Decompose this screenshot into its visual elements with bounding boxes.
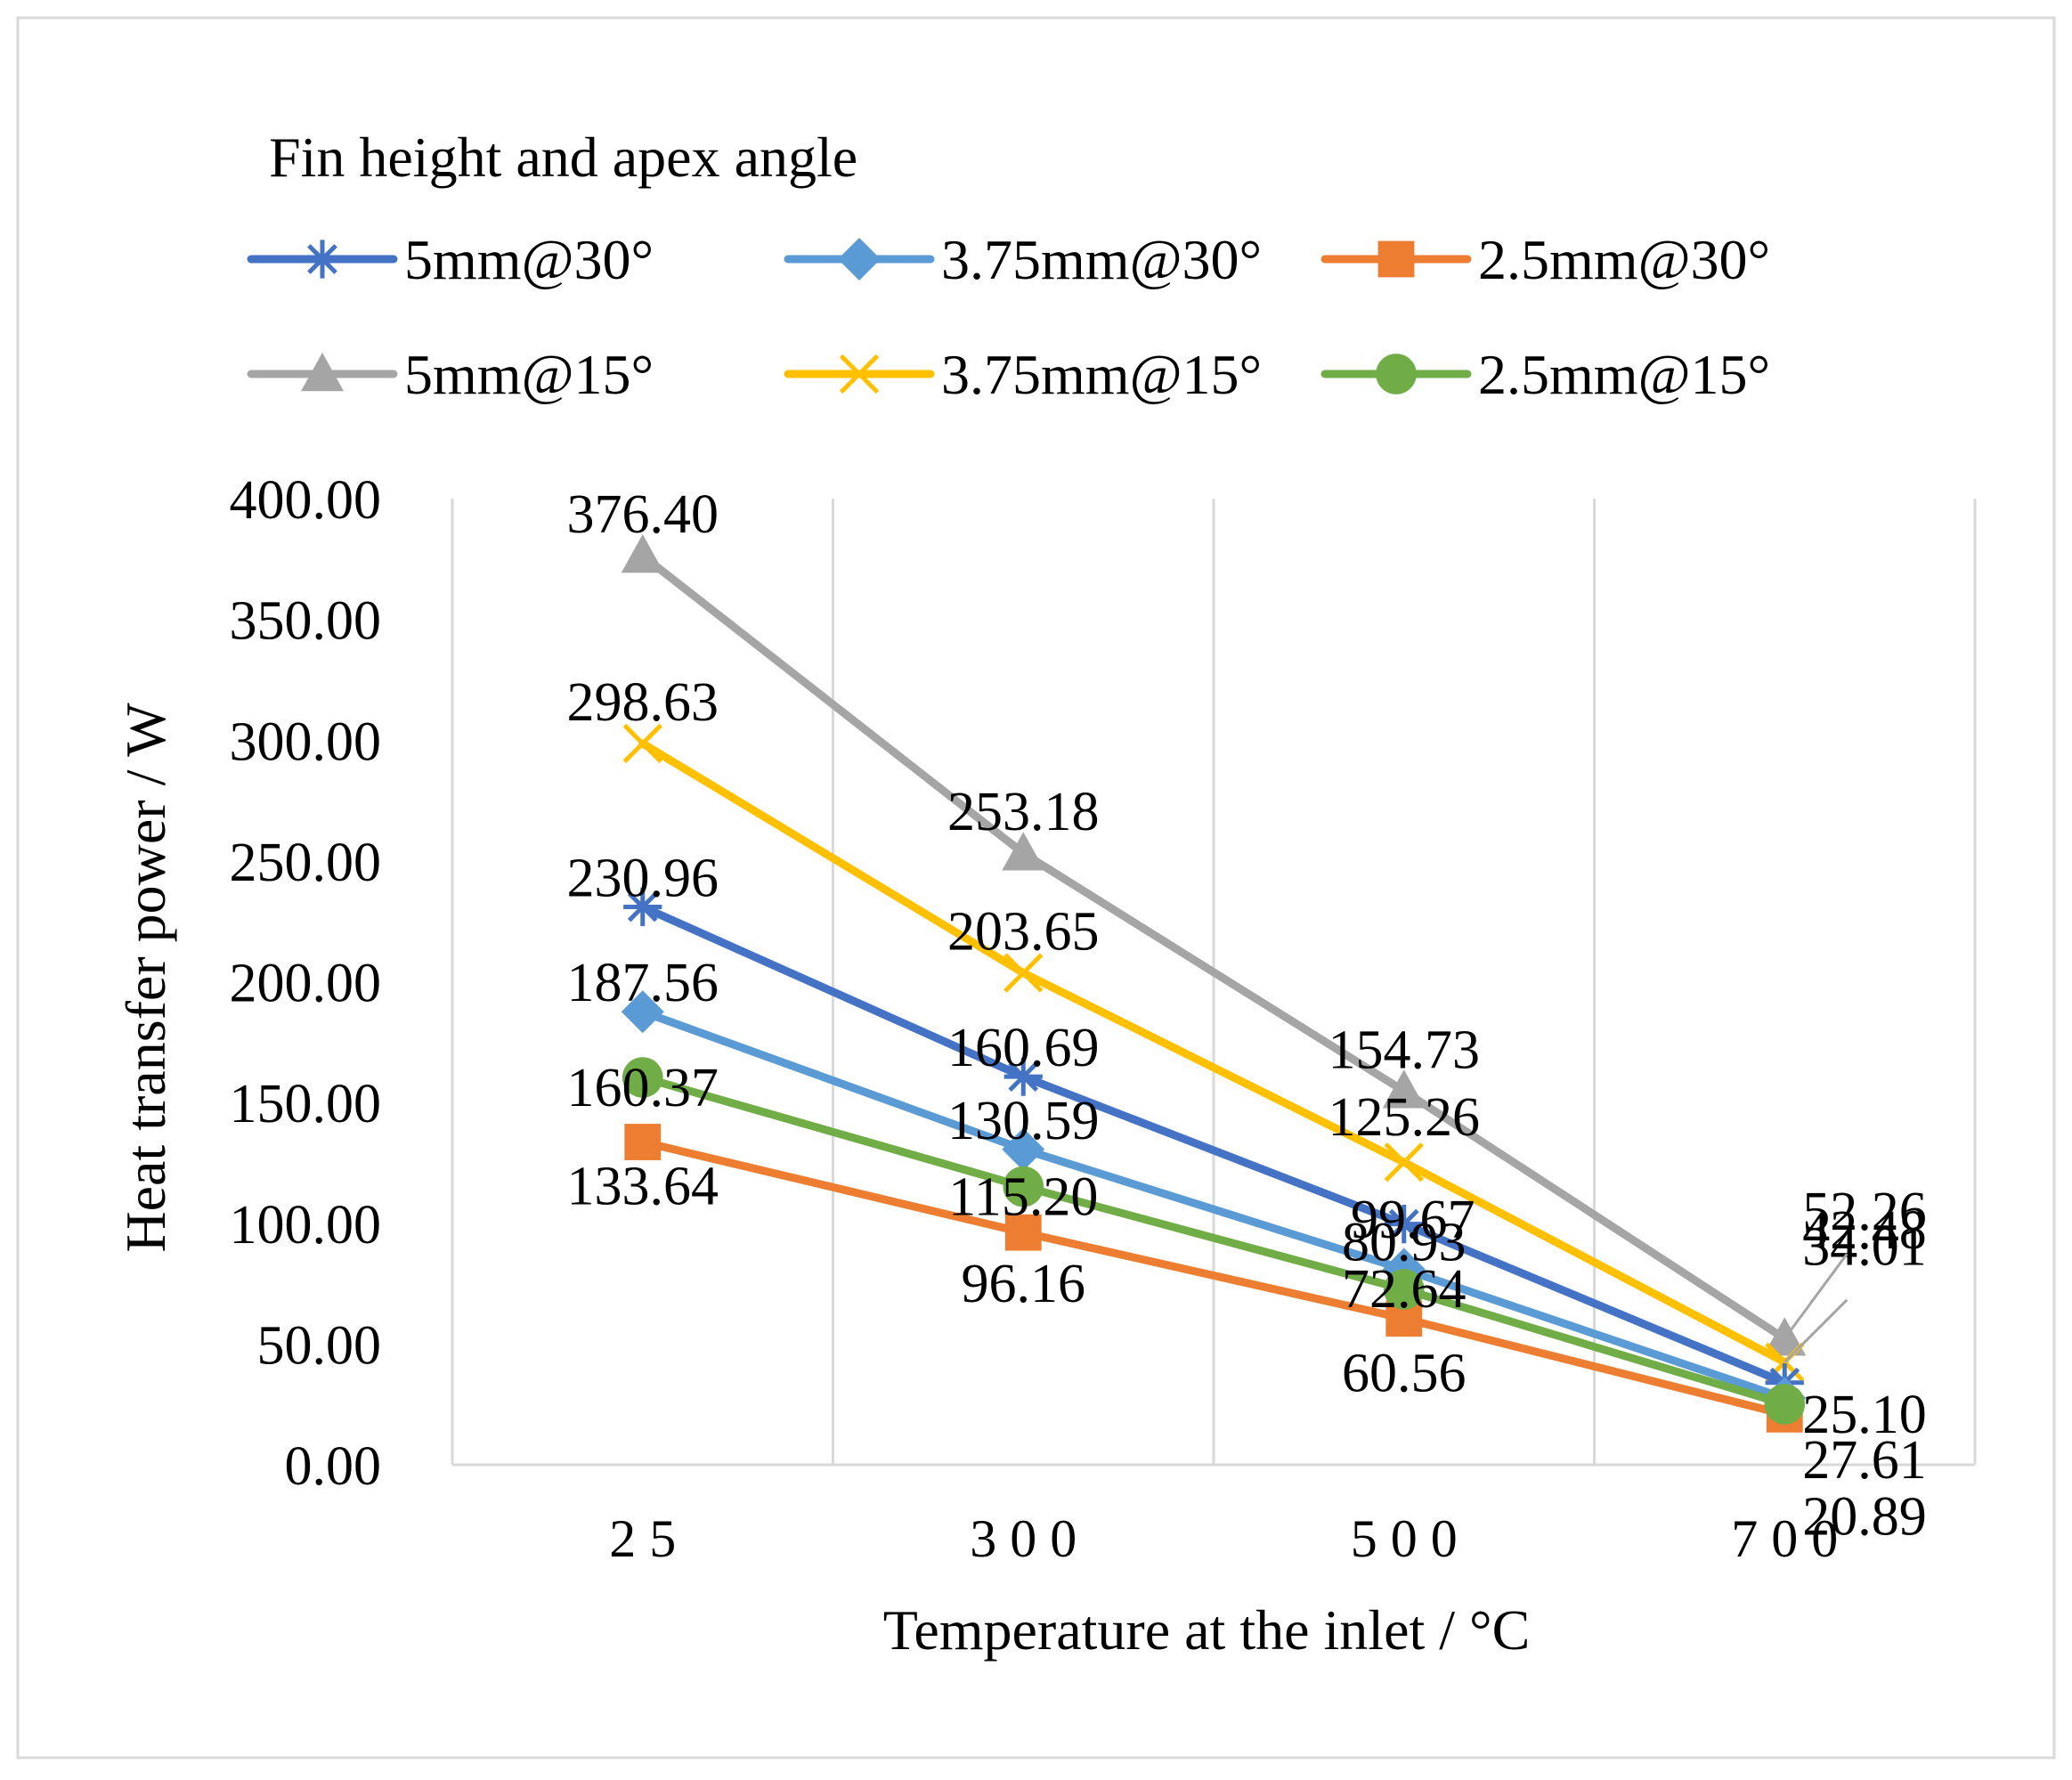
marker-x [1003,953,1044,993]
data-label: 99.67 [1351,1190,1475,1250]
y-tick-label: 350.00 [230,591,382,652]
marker-square [1377,240,1415,278]
marker-diamond [1002,1127,1045,1171]
y-tick-label: 400.00 [230,470,382,531]
series-line [638,739,1789,1367]
data-label: 160.37 [567,1058,719,1118]
data-label: 115.20 [948,1167,1098,1228]
marker-circle [1764,1384,1806,1425]
x-tick-label: 5 0 0 [1351,1509,1458,1568]
marker-square [624,1124,662,1160]
marker-asterisk [303,240,342,279]
x-axis-title: Temperature at the inlet / °C [883,1598,1531,1662]
y-tick-label: 250.00 [230,833,382,893]
marker-circle [1376,354,1417,394]
legend-item: 3.75mm@15° [784,343,1262,406]
data-label: 154.73 [1329,1020,1481,1080]
legend-label: 5mm@15° [404,343,654,406]
data-label: 203.65 [947,902,1100,963]
series-line [638,903,1789,1387]
series-line [638,1007,1789,1402]
y-tick-label: 50.00 [257,1315,382,1376]
x-tick-label: 2 5 [609,1509,676,1568]
legend-item: 5mm@15° [247,343,654,406]
marker-triangle [1382,1069,1426,1109]
data-label: 34.01 [1802,1217,1927,1278]
legend-item: 5mm@30° [247,228,654,291]
y-axis-title: Heat transfer power / W [114,703,177,1253]
legend-label: 5mm@30° [404,228,654,291]
series-line [638,1138,1789,1418]
data-label: 133.64 [567,1157,719,1217]
axes: 0.00 50.00 100.00 150.00 200.00 250.00 300.00 3… [230,470,1975,1568]
x-tick-label: 3 0 0 [970,1509,1077,1568]
data-label: 72.64 [1342,1259,1467,1320]
marker-asterisk [1385,1205,1424,1244]
marker-triangle [1002,832,1045,871]
series-line [638,1073,1789,1409]
data-label: 20.89 [1802,1486,1927,1547]
series-lines [621,534,1807,1433]
leader-line [1784,1253,1849,1340]
marker-triangle [301,353,344,392]
y-tick-label: 100.00 [230,1195,382,1256]
data-label: 298.63 [567,672,719,733]
data-label: 253.18 [947,782,1100,842]
marker-diamond [621,990,664,1034]
legend-label: 3.75mm@30° [941,228,1262,291]
x-tick-label: 7 0 0 [1731,1509,1838,1568]
data-label: 25.10 [1802,1385,1927,1445]
data-label: 27.61 [1802,1430,1927,1491]
data-label: 96.16 [962,1254,1086,1314]
data-label: 80.93 [1342,1212,1467,1272]
y-tick-label: 200.00 [230,954,382,1014]
marker-asterisk [623,887,662,927]
data-label: 376.40 [567,484,719,545]
legend-title: Fin height and apex angle [269,126,857,189]
marker-circle [1383,1269,1425,1310]
y-tick-label: 150.00 [230,1074,382,1134]
data-label: 42.48 [1802,1200,1927,1261]
data-label: 187.56 [567,953,719,1013]
legend-item: 2.5mm@30° [1320,228,1770,291]
legend-label: 2.5mm@30° [1478,228,1770,291]
data-label: 60.56 [1342,1344,1467,1404]
marker-x [1384,1142,1424,1183]
marker-x [622,723,662,764]
data-label: 125.26 [1329,1087,1481,1148]
leader-line [1784,1298,1849,1363]
y-tick-label: 300.00 [230,711,382,772]
marker-x [839,354,880,394]
marker-asterisk [1003,1057,1043,1096]
chart-border [16,16,2056,1760]
data-label: 230.96 [567,849,719,909]
marker-diamond [838,238,881,280]
legend: 5mm@30° 3.75mm@30° 2.5mm@30° 5mm@15° 3.75mm@… [247,228,1770,406]
marker-circle [622,1057,663,1098]
data-label: 130.59 [947,1091,1100,1151]
marker-square [1004,1214,1042,1251]
y-tick-label: 0.00 [285,1436,382,1497]
legend-item: 2.5mm@15° [1320,343,1770,406]
marker-circle [1003,1166,1044,1207]
series-line [638,551,1789,1343]
legend-label: 2.5mm@15° [1478,343,1770,406]
data-label: 160.69 [947,1018,1100,1078]
legend-item: 3.75mm@30° [784,228,1262,291]
data-labels: 230.96 160.69 34.01 187.56 130.59 80.93 27.61 1… [567,484,1927,1547]
legend-label: 3.75mm@15° [941,343,1262,406]
data-label: 52.26 [1802,1182,1927,1242]
marker-triangle [621,534,664,573]
